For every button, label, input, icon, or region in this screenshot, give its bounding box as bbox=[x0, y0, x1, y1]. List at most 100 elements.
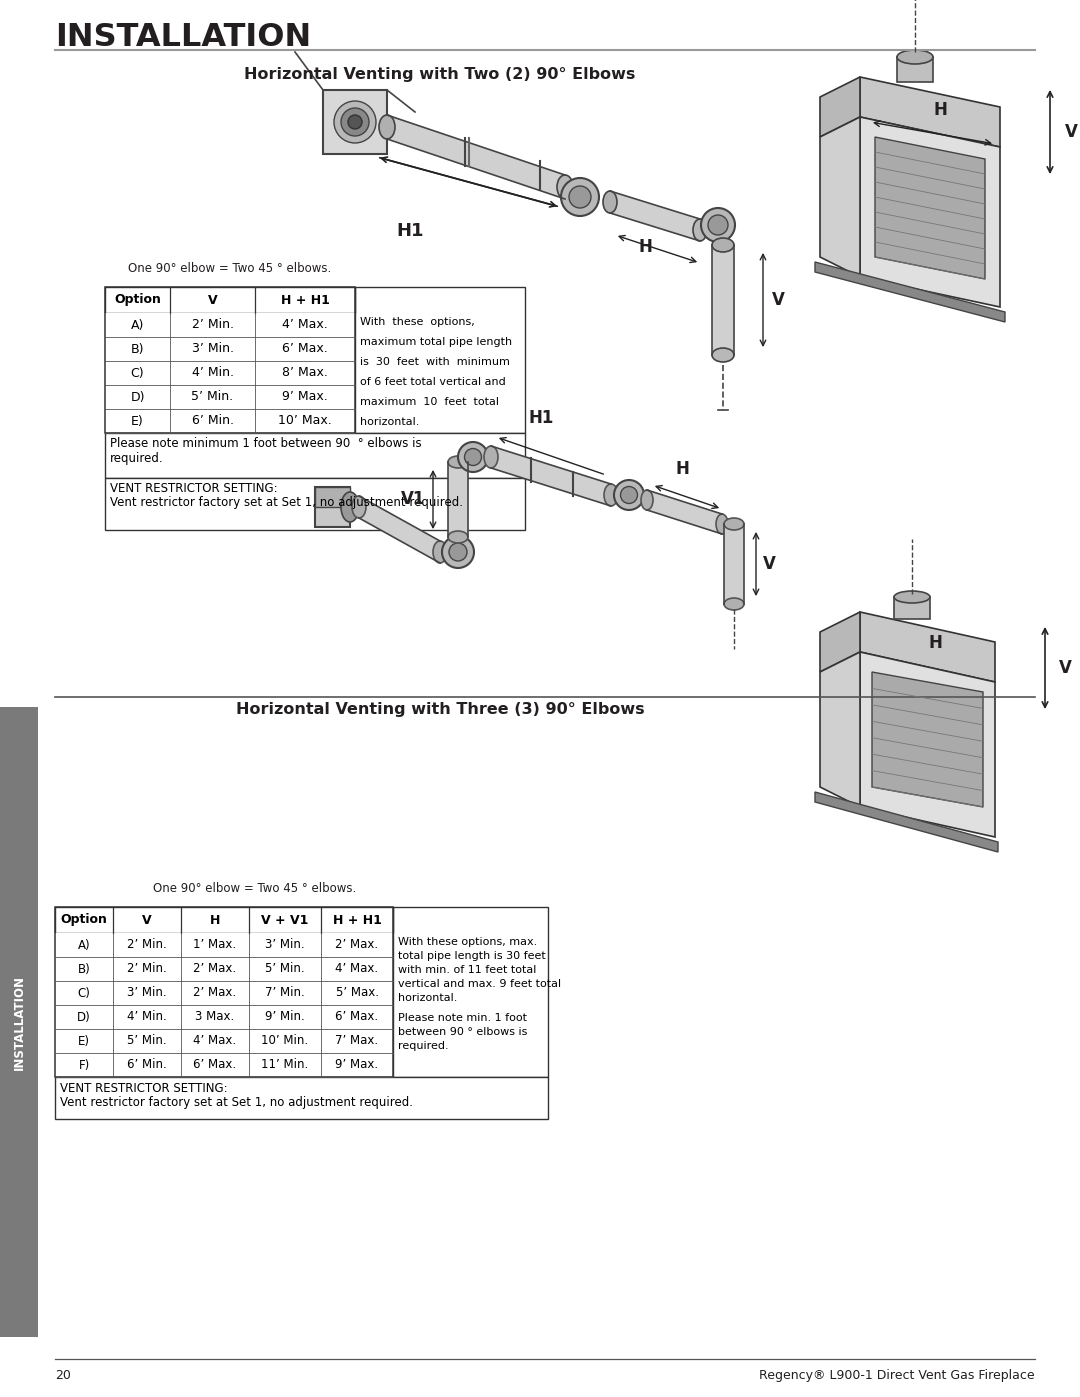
Text: 6’ Max.: 6’ Max. bbox=[282, 342, 328, 355]
Text: H + H1: H + H1 bbox=[281, 293, 329, 306]
Text: F): F) bbox=[79, 1059, 90, 1071]
Text: horizontal.: horizontal. bbox=[360, 416, 419, 427]
Ellipse shape bbox=[379, 115, 395, 138]
Bar bbox=[393, 907, 548, 1077]
Ellipse shape bbox=[341, 492, 359, 522]
Text: 6’ Max.: 6’ Max. bbox=[193, 1059, 237, 1071]
Text: 10’ Min.: 10’ Min. bbox=[261, 1035, 309, 1048]
Polygon shape bbox=[872, 672, 983, 807]
Polygon shape bbox=[387, 115, 565, 198]
Text: 4’ Max.: 4’ Max. bbox=[193, 1035, 237, 1048]
Polygon shape bbox=[860, 652, 995, 837]
Text: 3’ Min.: 3’ Min. bbox=[266, 939, 305, 951]
Text: 2’ Max.: 2’ Max. bbox=[336, 939, 379, 951]
Bar bbox=[323, 89, 387, 154]
Text: 5’ Max.: 5’ Max. bbox=[336, 986, 378, 999]
Text: C): C) bbox=[131, 366, 145, 380]
Ellipse shape bbox=[561, 177, 599, 217]
Bar bbox=[105, 386, 355, 409]
Text: D): D) bbox=[77, 1010, 91, 1024]
Bar bbox=[105, 478, 525, 529]
Text: H: H bbox=[675, 460, 689, 478]
Ellipse shape bbox=[894, 591, 930, 604]
Text: V1: V1 bbox=[401, 490, 426, 509]
Text: 9’ Min.: 9’ Min. bbox=[265, 1010, 305, 1024]
Text: Vent restrictor factory set at Set 1, no adjustment required.: Vent restrictor factory set at Set 1, no… bbox=[110, 496, 463, 509]
Text: VENT RESTRICTOR SETTING:: VENT RESTRICTOR SETTING: bbox=[110, 482, 278, 495]
Ellipse shape bbox=[724, 598, 744, 610]
Text: maximum total pipe length: maximum total pipe length bbox=[360, 337, 512, 346]
Text: With  these  options,: With these options, bbox=[360, 317, 475, 327]
Text: INSTALLATION: INSTALLATION bbox=[55, 22, 311, 53]
Ellipse shape bbox=[348, 115, 362, 129]
Ellipse shape bbox=[341, 108, 369, 136]
Text: Horizontal Venting with Two (2) 90° Elbows: Horizontal Venting with Two (2) 90° Elbo… bbox=[244, 67, 636, 82]
Polygon shape bbox=[860, 77, 1000, 147]
Text: 2’ Min.: 2’ Min. bbox=[127, 963, 167, 975]
Bar bbox=[55, 957, 393, 981]
Text: H: H bbox=[933, 101, 947, 119]
Bar bbox=[355, 286, 525, 433]
Ellipse shape bbox=[352, 496, 366, 518]
Text: total pipe length is 30 feet: total pipe length is 30 feet bbox=[399, 951, 545, 961]
Ellipse shape bbox=[642, 490, 653, 510]
Polygon shape bbox=[359, 496, 440, 563]
Ellipse shape bbox=[557, 175, 573, 198]
Text: 6’ Min.: 6’ Min. bbox=[127, 1059, 167, 1071]
Text: 10’ Max.: 10’ Max. bbox=[279, 415, 332, 427]
Ellipse shape bbox=[334, 101, 376, 142]
Polygon shape bbox=[315, 488, 350, 527]
Text: 5’ Min.: 5’ Min. bbox=[127, 1035, 166, 1048]
Bar bbox=[105, 286, 355, 313]
Text: with min. of 11 feet total: with min. of 11 feet total bbox=[399, 965, 537, 975]
Text: 20: 20 bbox=[55, 1369, 71, 1382]
Text: C): C) bbox=[78, 986, 91, 999]
Polygon shape bbox=[815, 263, 1005, 321]
Text: B): B) bbox=[78, 963, 91, 975]
Text: of 6 feet total vertical and: of 6 feet total vertical and bbox=[360, 377, 505, 387]
Bar bbox=[897, 57, 933, 82]
Text: 2’ Max.: 2’ Max. bbox=[193, 986, 237, 999]
Ellipse shape bbox=[449, 543, 467, 562]
Ellipse shape bbox=[897, 50, 933, 64]
Ellipse shape bbox=[464, 448, 482, 465]
Bar bbox=[55, 1030, 393, 1053]
Polygon shape bbox=[712, 244, 734, 355]
Text: Please note minimum 1 foot between 90  ° elbows is
required.: Please note minimum 1 foot between 90 ° … bbox=[110, 437, 421, 465]
Text: H: H bbox=[210, 914, 220, 926]
Polygon shape bbox=[491, 446, 611, 506]
Ellipse shape bbox=[569, 186, 591, 208]
Text: 1’ Max.: 1’ Max. bbox=[193, 939, 237, 951]
Polygon shape bbox=[610, 191, 700, 242]
Polygon shape bbox=[647, 490, 723, 534]
Text: 6’ Max.: 6’ Max. bbox=[336, 1010, 379, 1024]
Text: V: V bbox=[771, 291, 784, 309]
Text: horizontal.: horizontal. bbox=[399, 993, 457, 1003]
Bar bbox=[55, 907, 393, 1077]
Text: 7’ Min.: 7’ Min. bbox=[265, 986, 305, 999]
Ellipse shape bbox=[708, 215, 728, 235]
Ellipse shape bbox=[712, 348, 734, 362]
Text: vertical and max. 9 feet total: vertical and max. 9 feet total bbox=[399, 979, 562, 989]
Text: between 90 ° elbows is: between 90 ° elbows is bbox=[399, 1027, 527, 1037]
Polygon shape bbox=[860, 117, 1000, 307]
Text: Option: Option bbox=[60, 914, 107, 926]
Polygon shape bbox=[860, 612, 995, 682]
Polygon shape bbox=[820, 612, 860, 672]
Ellipse shape bbox=[615, 481, 644, 510]
Bar bbox=[105, 286, 355, 433]
Bar bbox=[0, 707, 38, 1337]
Ellipse shape bbox=[701, 208, 735, 242]
Text: 6’ Min.: 6’ Min. bbox=[191, 415, 233, 427]
Text: D): D) bbox=[131, 391, 145, 404]
Ellipse shape bbox=[448, 455, 468, 468]
Text: 4’ Max.: 4’ Max. bbox=[282, 319, 328, 331]
Text: 2’ Max.: 2’ Max. bbox=[193, 963, 237, 975]
Bar bbox=[315, 488, 350, 507]
Text: One 90° elbow = Two 45 ° elbows.: One 90° elbow = Two 45 ° elbows. bbox=[153, 882, 356, 895]
Text: V: V bbox=[762, 555, 775, 573]
Text: H1: H1 bbox=[528, 409, 554, 427]
Bar bbox=[55, 981, 393, 1004]
Text: E): E) bbox=[131, 415, 144, 427]
Text: 2’ Min.: 2’ Min. bbox=[127, 939, 167, 951]
